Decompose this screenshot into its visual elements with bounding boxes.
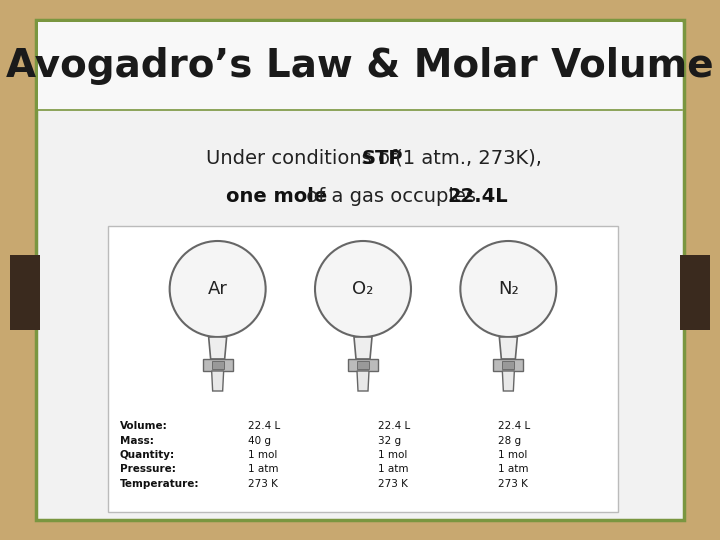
Text: 1 mol: 1 mol bbox=[498, 450, 527, 460]
Bar bbox=[680, 255, 710, 330]
Polygon shape bbox=[348, 359, 378, 371]
Text: 22.4L: 22.4L bbox=[448, 186, 508, 206]
Text: STP: STP bbox=[362, 148, 403, 167]
Text: Pressure:: Pressure: bbox=[120, 464, 176, 475]
Text: 1 atm: 1 atm bbox=[378, 464, 408, 475]
Text: Under conditions of: Under conditions of bbox=[206, 148, 403, 167]
Polygon shape bbox=[354, 337, 372, 359]
Polygon shape bbox=[212, 371, 224, 391]
Polygon shape bbox=[209, 337, 227, 359]
Polygon shape bbox=[503, 371, 514, 391]
Bar bbox=[212, 361, 224, 369]
Polygon shape bbox=[357, 371, 369, 391]
Text: 1 mol: 1 mol bbox=[248, 450, 277, 460]
Text: Quantity:: Quantity: bbox=[120, 450, 175, 460]
Text: 1 mol: 1 mol bbox=[378, 450, 408, 460]
Text: 273 K: 273 K bbox=[378, 479, 408, 489]
Text: 32 g: 32 g bbox=[378, 435, 401, 445]
Bar bbox=[38, 22, 682, 110]
Text: Mass:: Mass: bbox=[120, 435, 154, 445]
Text: 40 g: 40 g bbox=[248, 435, 271, 445]
Text: 22.4 L: 22.4 L bbox=[378, 421, 410, 431]
Text: 28 g: 28 g bbox=[498, 435, 521, 445]
Circle shape bbox=[170, 241, 266, 337]
Circle shape bbox=[315, 241, 411, 337]
Text: 22.4 L: 22.4 L bbox=[248, 421, 280, 431]
Bar bbox=[503, 361, 514, 369]
Polygon shape bbox=[500, 337, 518, 359]
Text: 273 K: 273 K bbox=[498, 479, 528, 489]
Text: of a gas occupies: of a gas occupies bbox=[300, 186, 482, 206]
Text: O₂: O₂ bbox=[352, 280, 374, 298]
Bar bbox=[10, 255, 40, 330]
Circle shape bbox=[460, 241, 557, 337]
Text: one mole: one mole bbox=[226, 186, 328, 206]
Text: 22.4 L: 22.4 L bbox=[498, 421, 530, 431]
Text: Avogadro’s Law & Molar Volume: Avogadro’s Law & Molar Volume bbox=[6, 47, 714, 85]
Bar bbox=[108, 226, 618, 512]
Text: 273 K: 273 K bbox=[248, 479, 278, 489]
Polygon shape bbox=[202, 359, 233, 371]
Text: 1 atm: 1 atm bbox=[248, 464, 279, 475]
Text: (1 atm., 273K),: (1 atm., 273K), bbox=[390, 148, 542, 167]
Text: N₂: N₂ bbox=[498, 280, 518, 298]
Text: 1 atm: 1 atm bbox=[498, 464, 528, 475]
Text: Temperature:: Temperature: bbox=[120, 479, 199, 489]
Polygon shape bbox=[493, 359, 523, 371]
Text: Ar: Ar bbox=[207, 280, 228, 298]
Bar bbox=[357, 361, 369, 369]
Text: Volume:: Volume: bbox=[120, 421, 168, 431]
